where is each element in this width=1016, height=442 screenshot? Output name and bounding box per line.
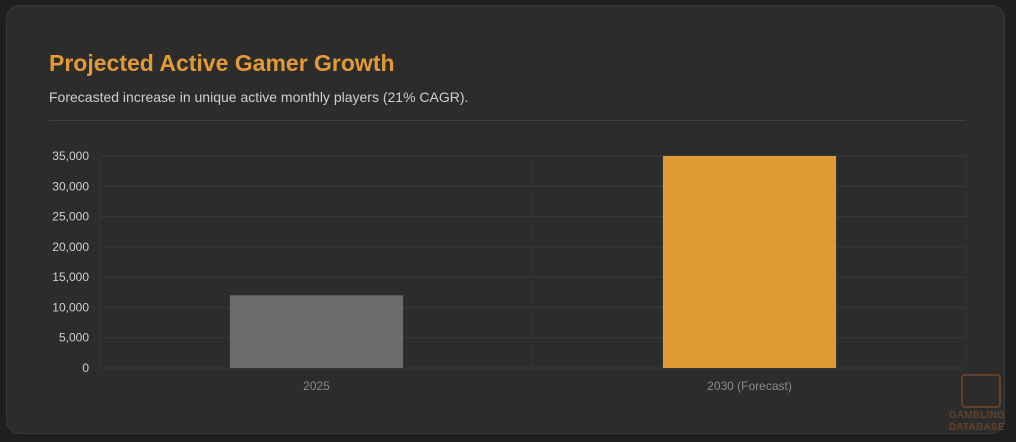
y-tick-label: 10,000: [52, 300, 89, 314]
bar-2025: [229, 295, 404, 368]
y-tick-label: 20,000: [52, 240, 89, 254]
bar-chart: 0 5,000 10,000 15,000 20,000 25,000 30,000 35,0…: [52, 149, 967, 393]
y-tick-label: 25,000: [52, 210, 89, 224]
bar-2030-forecast: [662, 156, 837, 368]
chart-subtitle: Forecasted increase in unique active mon…: [49, 89, 469, 105]
gambling-database-logo-icon: [961, 374, 1001, 408]
y-tick-label: 0: [82, 361, 89, 375]
chart-title: Projected Active Gamer Growth: [49, 50, 395, 76]
header-divider: [49, 120, 966, 121]
watermark: GAMBLING DATABASE: [945, 372, 1007, 436]
watermark-line2: DATABASE: [949, 422, 1005, 433]
y-tick-label: 15,000: [52, 270, 89, 284]
watermark-line1: GAMBLING: [949, 410, 1006, 421]
x-tick-label: 2025: [303, 379, 330, 393]
y-tick-label: 30,000: [52, 179, 89, 193]
y-tick-label: 5,000: [59, 331, 89, 345]
y-tick-label: 35,000: [52, 149, 89, 163]
chart-card: Projected Active Gamer Growth Forecasted…: [6, 5, 1005, 434]
x-tick-label: 2030 (Forecast): [707, 379, 792, 393]
